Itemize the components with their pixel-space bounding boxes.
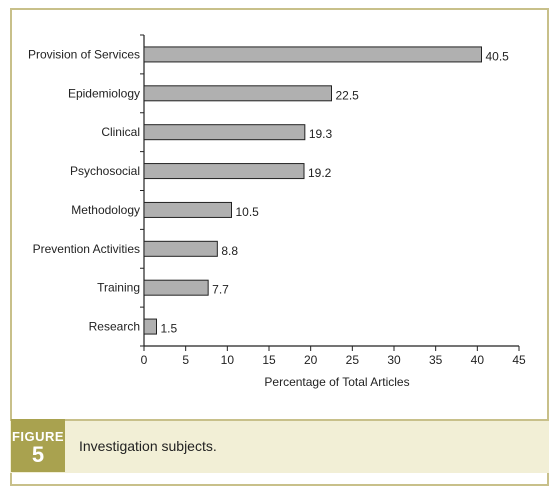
- category-label: Training: [97, 281, 140, 295]
- x-tick-label: 15: [262, 353, 276, 367]
- value-label: 1.5: [161, 322, 178, 336]
- x-tick-label: 30: [387, 353, 401, 367]
- x-tick-label: 40: [471, 353, 485, 367]
- bar: [143, 46, 482, 63]
- chart-bars: [143, 46, 482, 335]
- category-label: Clinical: [101, 125, 140, 139]
- x-tick-label: 5: [182, 353, 189, 367]
- category-label: Provision of Services: [28, 47, 140, 61]
- value-label: 8.8: [221, 244, 238, 258]
- value-label: 19.3: [309, 127, 333, 141]
- category-label: Psychosocial: [70, 164, 140, 178]
- x-tick-label: 35: [429, 353, 443, 367]
- x-tick-label: 0: [141, 353, 148, 367]
- category-label: Methodology: [71, 203, 140, 217]
- bar: [143, 124, 306, 141]
- category-label: Research: [89, 320, 140, 334]
- value-label: 7.7: [212, 283, 229, 297]
- figure-caption: Investigation subjects.: [79, 438, 217, 454]
- bar: [143, 201, 232, 218]
- x-tick-label: 45: [512, 353, 526, 367]
- bar: [143, 240, 218, 257]
- category-label: Prevention Activities: [33, 242, 140, 256]
- bar: [143, 279, 209, 296]
- bar: [143, 85, 332, 102]
- chart-labels: 0 5 10 15 20 25 30 35 40 45 Provision of Services 4…: [28, 47, 526, 367]
- figure-label: FIGURE: [11, 429, 65, 444]
- caption-bar: [10, 419, 549, 473]
- bar-chart: 0 5 10 15 20 25 30 35 40 45 Provision of Services 4…: [28, 34, 526, 389]
- x-axis-title: Percentage of Total Articles: [264, 375, 409, 389]
- value-label: 22.5: [336, 88, 360, 102]
- x-tick-label: 20: [304, 353, 318, 367]
- x-tick-label: 25: [346, 353, 360, 367]
- value-label: 19.2: [308, 166, 332, 180]
- figure-badge: FIGURE 5: [11, 419, 65, 472]
- value-label: 40.5: [486, 49, 510, 63]
- value-label: 10.5: [236, 205, 260, 219]
- bar: [143, 318, 157, 335]
- figure-number: 5: [31, 442, 45, 467]
- chart-axes: [140, 34, 520, 351]
- bar: [143, 163, 305, 180]
- category-label: Epidemiology: [68, 86, 140, 100]
- x-tick-label: 10: [221, 353, 235, 367]
